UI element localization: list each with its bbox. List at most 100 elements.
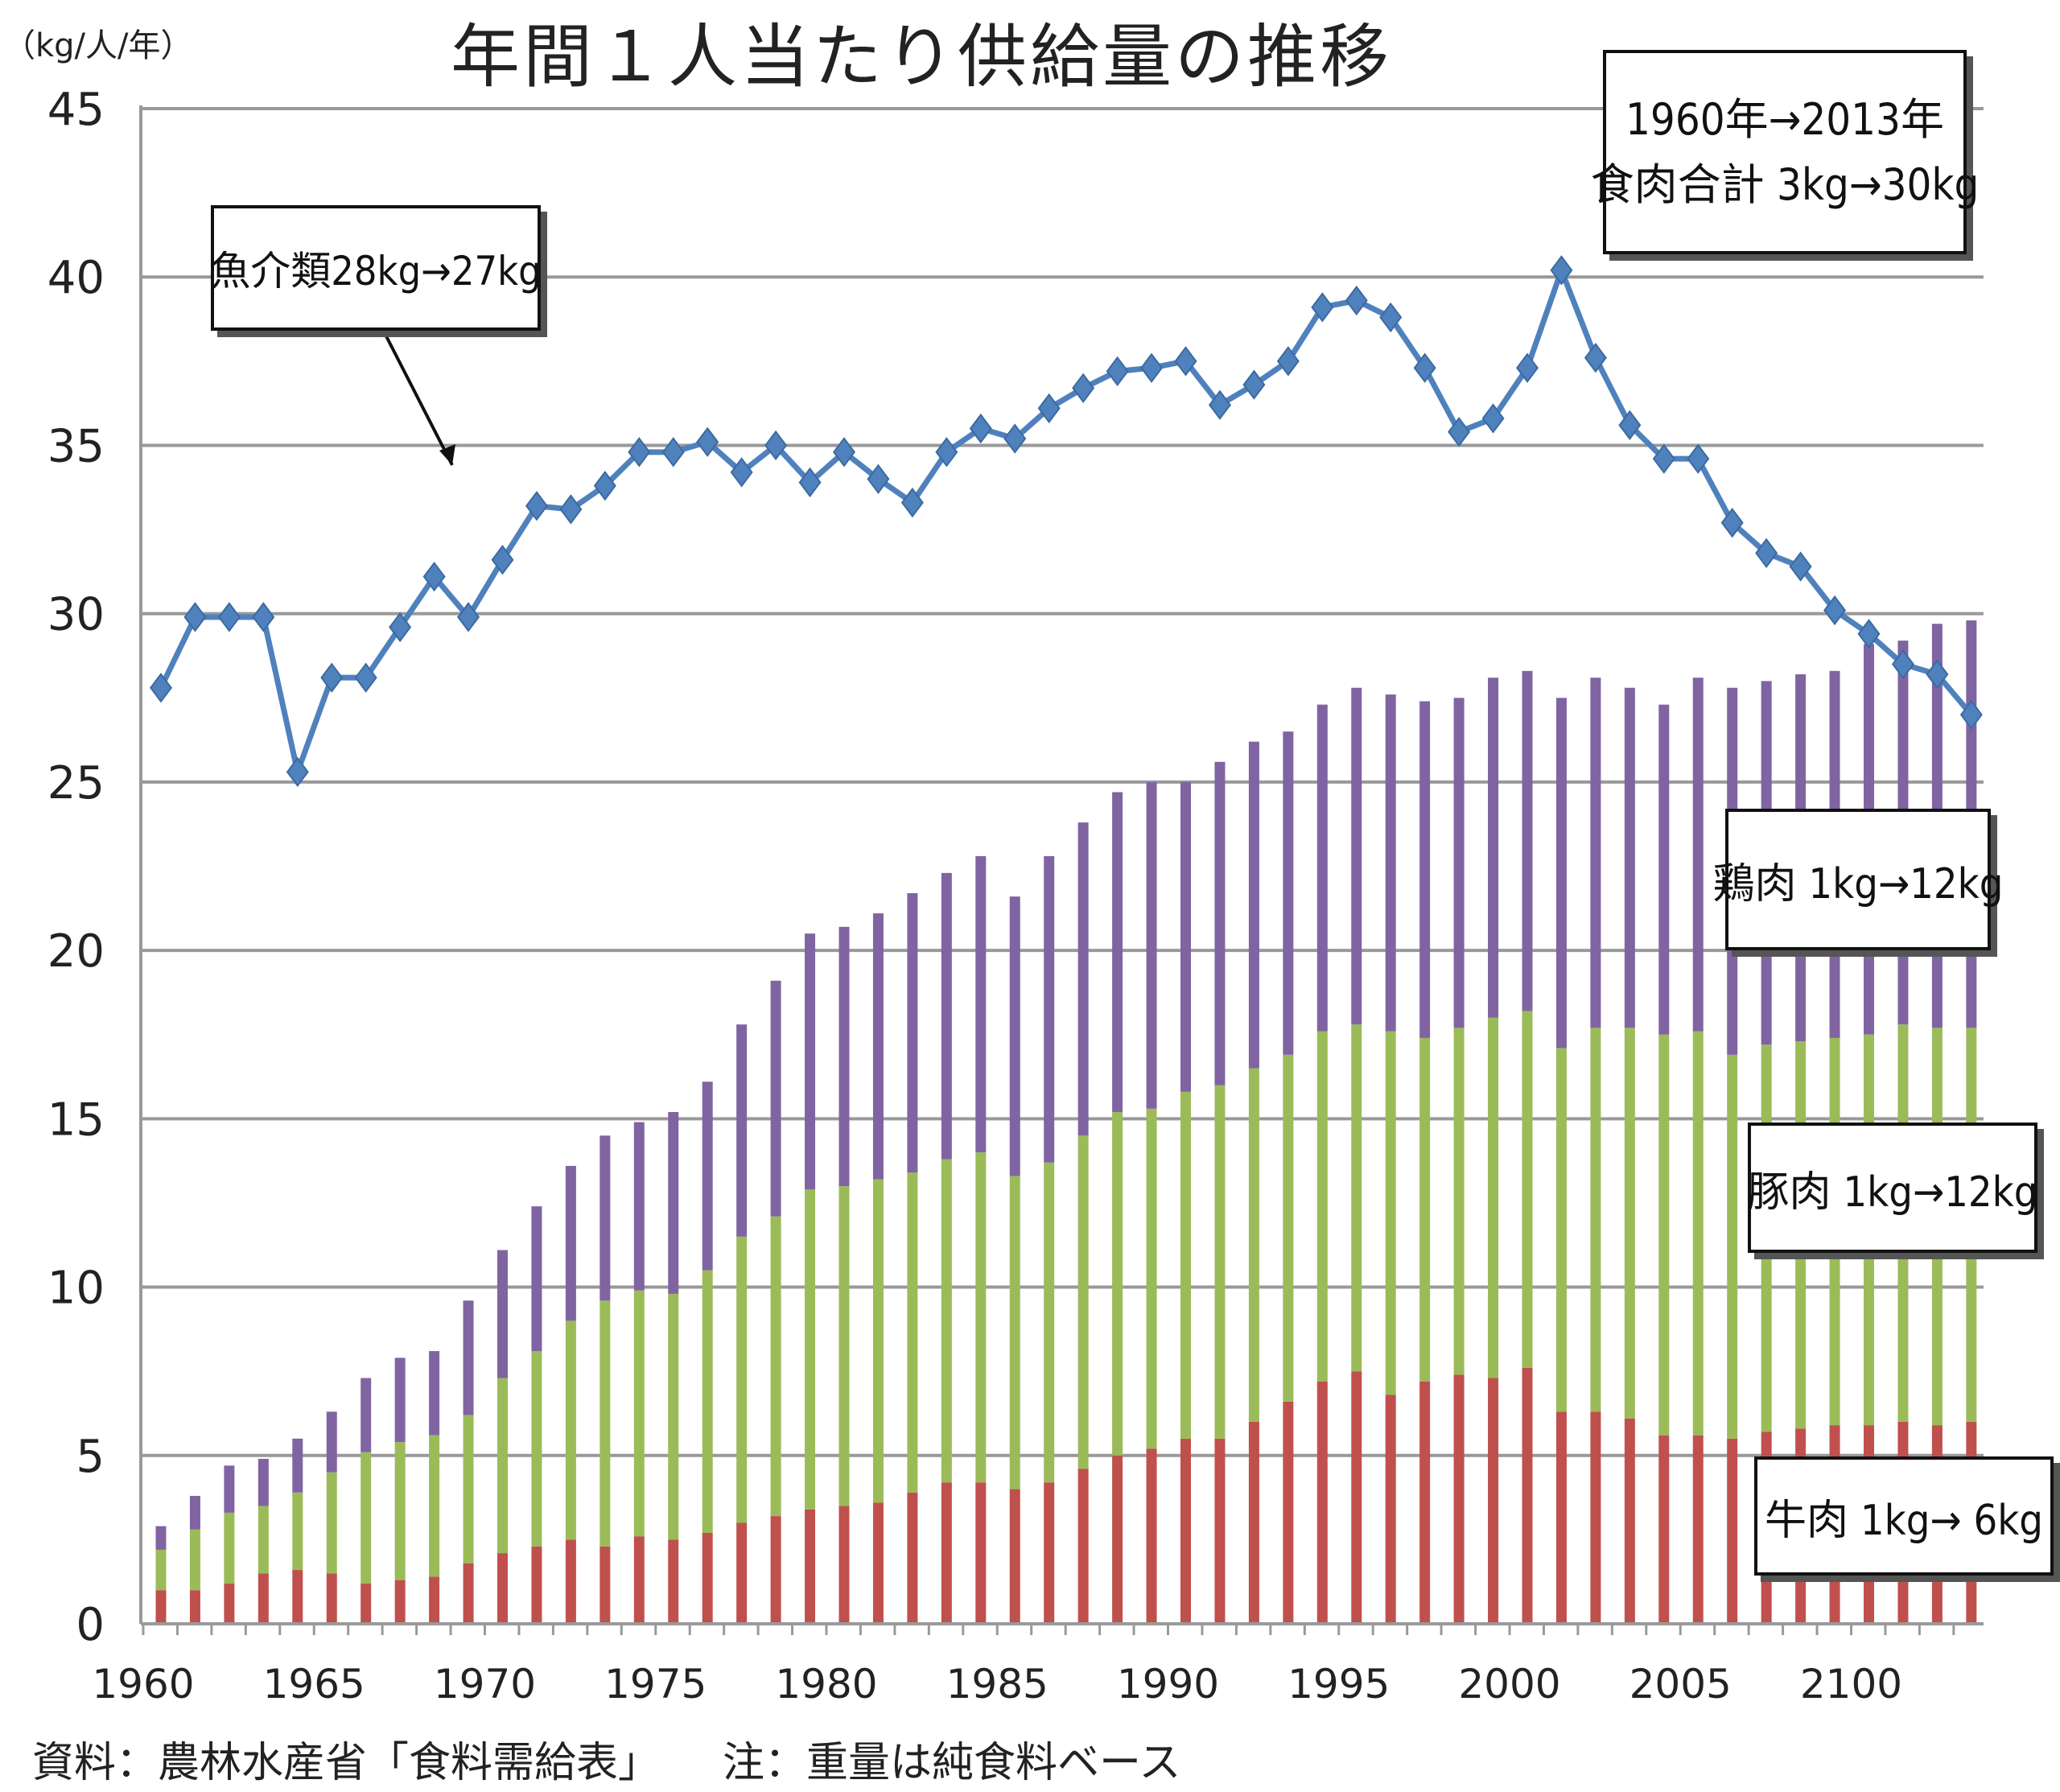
pork-bar [1692,1031,1704,1436]
fish-marker [320,662,344,693]
fish-marker [969,413,992,444]
beef-bar [360,1583,372,1624]
pork-bar [736,1236,748,1523]
chicken-bar [463,1300,474,1415]
y-tick-label: 45 [47,84,105,136]
arrow-head-icon [439,444,455,465]
chicken-bar [1488,678,1499,1018]
fish-marker [1652,443,1675,474]
pork-bar [1214,1085,1226,1439]
y-axis-unit: （kg/人/年） [3,27,193,64]
beef-bar [1590,1411,1601,1624]
fish-marker [1242,369,1266,400]
beef-bar [565,1539,576,1624]
chicken-bar [1009,896,1020,1176]
y-tick-label: 25 [47,757,105,809]
beef-bar [1283,1401,1294,1624]
chicken-bar [736,1024,748,1237]
fish-marker [833,437,855,468]
beef-bar [975,1482,987,1624]
fish-marker [559,494,583,525]
x-tick-label: 1975 [604,1661,707,1708]
beef-bar [1658,1435,1670,1624]
chicken-bar [1248,741,1259,1069]
beef-bar [702,1533,713,1624]
x-tick-label: 1970 [434,1661,536,1708]
fish-callout: 魚介類28kg→27kg [210,205,542,331]
y-tick-label: 40 [47,252,105,304]
fish-marker [1823,595,1847,626]
beef-bar [1419,1381,1431,1624]
pork-bar [224,1512,235,1584]
fish-marker [525,491,548,521]
chicken-bar [360,1378,372,1452]
fish-marker [1516,352,1539,383]
fish-marker [1379,302,1403,333]
beef-bar [1009,1489,1020,1624]
chicken-bar [1214,761,1226,1085]
chicken-bar [1522,670,1533,1011]
y-tick-label: 20 [47,925,105,978]
beef-bar [1146,1448,1157,1624]
y-tick-label: 5 [76,1431,105,1483]
pork-bar [360,1452,372,1584]
chicken-bar [633,1122,645,1291]
x-tick-label: 2005 [1629,1661,1732,1708]
fish-marker [1174,346,1197,377]
chicken-bar [1146,781,1157,1109]
fish-marker [730,457,753,488]
pork-bar [565,1320,576,1540]
fish-marker [1720,508,1744,538]
stacked-bars [155,620,1977,1624]
fish-marker [867,463,890,494]
pork-bar [1419,1037,1431,1382]
fish-marker [1584,342,1607,373]
pork-bar [702,1270,713,1534]
pork-bar [838,1186,850,1506]
beef-bar [770,1516,781,1624]
source-note: 資料：農林水産省「食料需給表」 注：重量は純食料ベース [32,1728,1180,1789]
pork-bar [1590,1028,1601,1412]
fish-callout-text: 魚介類28kg→27kg [210,248,542,295]
beef-bar [189,1590,200,1624]
fish-marker [1140,352,1164,383]
chicken-bar [599,1135,611,1301]
pork-bar [497,1378,508,1554]
beef-bar [941,1482,952,1624]
chicken-bar [326,1411,337,1473]
y-tick-label: 0 [76,1599,105,1651]
chicken-bar [1077,822,1089,1136]
chicken-bar [1316,704,1328,1032]
beef-bar [1453,1374,1465,1624]
x-tick-label: 1995 [1288,1661,1390,1708]
fish-marker [1413,352,1436,383]
beef-bar [258,1573,269,1624]
total-meat-callout: 1960年→2013年 食肉合計 3kg→30kg [1591,50,1979,254]
x-tick-label: 1985 [946,1661,1049,1708]
fish-marker [183,602,207,632]
beef-bar [224,1583,235,1624]
chicken-bar [975,855,987,1153]
pork-bar [1146,1108,1157,1449]
fish-marker [1481,403,1505,434]
fish-marker [935,437,958,468]
fish-marker [1311,292,1334,323]
x-tick-label: 2000 [1458,1661,1560,1708]
fish-marker [661,437,685,468]
chicken-bar [429,1351,440,1436]
fish-marker [1003,423,1027,454]
chicken-bar [155,1526,167,1550]
pork-bar [1658,1034,1670,1436]
chicken-bar [1044,855,1055,1163]
chicken-bar [292,1438,303,1493]
fish-marker [1755,538,1778,569]
weight-note-text: 注：重量は純食料ベース [723,1739,1181,1787]
pork-bar [1283,1054,1294,1402]
pork-bar [975,1152,987,1483]
beef-bar [1727,1438,1738,1624]
pork-bar [1180,1091,1191,1439]
pork-bar [1009,1176,1020,1489]
fish-marker [252,602,275,632]
beef-bar [1692,1435,1704,1624]
chicken-bar [1590,678,1601,1028]
